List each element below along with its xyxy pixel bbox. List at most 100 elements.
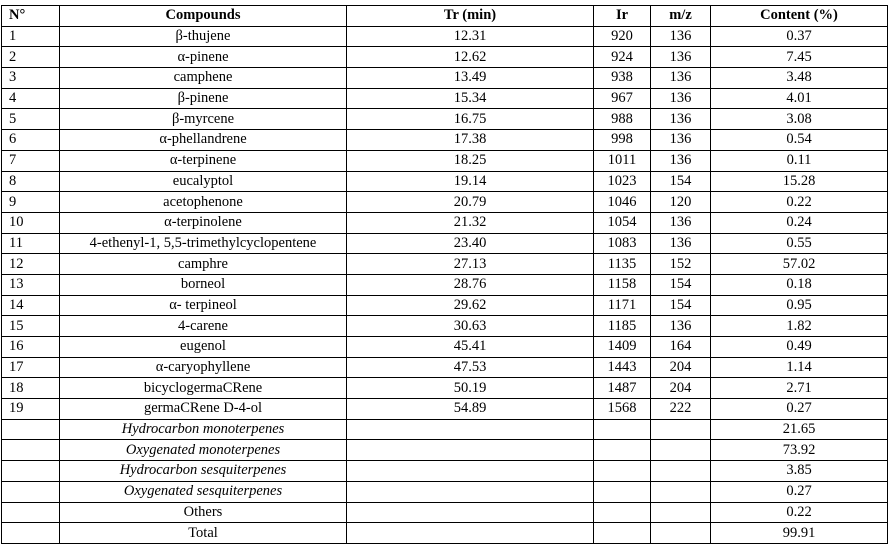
table-row: 11 4-ethenyl-1, 5,5-trimethylcyclopentene… [1,232,888,255]
cell-retention-time: 50.19 [346,377,594,400]
cell-retention-index: 1054 [593,211,651,234]
empty-cell [650,501,711,524]
cell-number: 3 [1,67,60,89]
cell-retention-index: 988 [593,108,651,131]
cell-retention-index: 1011 [593,149,651,172]
table-row: 18 bicyclogermaCRene 50.19 1487 204 2.71 [1,377,888,400]
cell-compound: camphene [59,67,347,89]
empty-cell [346,522,594,544]
cell-retention-index: 920 [593,25,651,48]
summary-row: Oxygenated monoterpenes 73.92 [1,439,888,462]
summary-label: Others [59,501,347,524]
empty-cell [346,418,594,441]
table-row: 1 β-thujene 12.31 920 136 0.37 [1,25,888,48]
empty-cell [650,522,711,544]
cell-retention-time: 27.13 [346,253,594,275]
empty-cell [1,480,60,503]
cell-retention-time: 15.34 [346,87,594,110]
cell-number: 19 [1,398,60,420]
cell-compound: 4-carene [59,315,347,337]
cell-number: 6 [1,129,60,151]
cell-content: 0.37 [710,25,888,48]
cell-compound: borneol [59,273,347,296]
cell-retention-index: 1487 [593,377,651,400]
cell-retention-index: 967 [593,87,651,110]
table-row: 19 germaCRene D-4-ol 54.89 1568 222 0.27 [1,398,888,420]
summary-value: 0.27 [710,480,888,503]
cell-retention-index: 924 [593,46,651,69]
empty-cell [593,522,651,544]
cell-mz: 222 [650,398,711,420]
cell-number: 18 [1,377,60,400]
empty-cell [650,439,711,462]
cell-retention-index: 998 [593,129,651,151]
cell-compound: bicyclogermaCRene [59,377,347,400]
empty-cell [650,480,711,503]
cell-content: 0.27 [710,398,888,420]
empty-cell [593,480,651,503]
cell-number: 11 [1,232,60,255]
cell-retention-index: 1083 [593,232,651,255]
table-row: 8 eucalyptol 19.14 1023 154 15.28 [1,170,888,193]
table-row: 9 acetophenone 20.79 1046 120 0.22 [1,191,888,213]
cell-content: 0.54 [710,129,888,151]
cell-mz: 136 [650,149,711,172]
cell-content: 2.71 [710,377,888,400]
header-retention-index: Ir [593,5,651,27]
cell-mz: 136 [650,315,711,337]
cell-mz: 136 [650,87,711,110]
cell-retention-index: 1158 [593,273,651,296]
header-row: N° Compounds Tr (min) Ir m/z Content (%) [1,5,888,27]
cell-mz: 136 [650,25,711,48]
cell-content: 0.55 [710,232,888,255]
table-row: 14 α- terpineol 29.62 1171 154 0.95 [1,294,888,317]
table-row: 15 4-carene 30.63 1185 136 1.82 [1,315,888,337]
cell-mz: 152 [650,253,711,275]
header-mz: m/z [650,5,711,27]
cell-retention-time: 20.79 [346,191,594,213]
cell-number: 9 [1,191,60,213]
empty-cell [1,439,60,462]
summary-value: 21.65 [710,418,888,441]
summary-row: Others 0.22 [1,501,888,524]
table-row: 13 borneol 28.76 1158 154 0.18 [1,273,888,296]
cell-mz: 164 [650,336,711,358]
cell-mz: 136 [650,211,711,234]
summary-value: 0.22 [710,501,888,524]
cell-retention-time: 21.32 [346,211,594,234]
cell-compound: acetophenone [59,191,347,213]
compounds-table: N° Compounds Tr (min) Ir m/z Content (%)… [1,5,888,544]
summary-label: Hydrocarbon sesquiterpenes [59,460,347,482]
cell-content: 15.28 [710,170,888,193]
summary-row: Total 99.91 [1,522,888,544]
cell-mz: 204 [650,356,711,379]
cell-retention-time: 23.40 [346,232,594,255]
cell-compound: α-pinene [59,46,347,69]
cell-number: 2 [1,46,60,69]
table-row: 12 camphre 27.13 1135 152 57.02 [1,253,888,275]
cell-retention-index: 1023 [593,170,651,193]
cell-content: 0.22 [710,191,888,213]
cell-retention-time: 29.62 [346,294,594,317]
cell-retention-time: 12.62 [346,46,594,69]
empty-cell [1,418,60,441]
table-row: 3 camphene 13.49 938 136 3.48 [1,67,888,89]
empty-cell [593,460,651,482]
cell-compound: α-caryophyllene [59,356,347,379]
empty-cell [1,460,60,482]
empty-cell [1,501,60,524]
summary-row: Hydrocarbon sesquiterpenes 3.85 [1,460,888,482]
cell-number: 14 [1,294,60,317]
cell-compound: β-thujene [59,25,347,48]
cell-compound: camphre [59,253,347,275]
cell-number: 15 [1,315,60,337]
empty-cell [346,439,594,462]
empty-cell [650,418,711,441]
cell-mz: 136 [650,67,711,89]
cell-mz: 136 [650,129,711,151]
header-retention-time: Tr (min) [346,5,594,27]
summary-row: Hydrocarbon monoterpenes 21.65 [1,418,888,441]
summary-value: 73.92 [710,439,888,462]
cell-number: 4 [1,87,60,110]
cell-compound: α-terpinene [59,149,347,172]
